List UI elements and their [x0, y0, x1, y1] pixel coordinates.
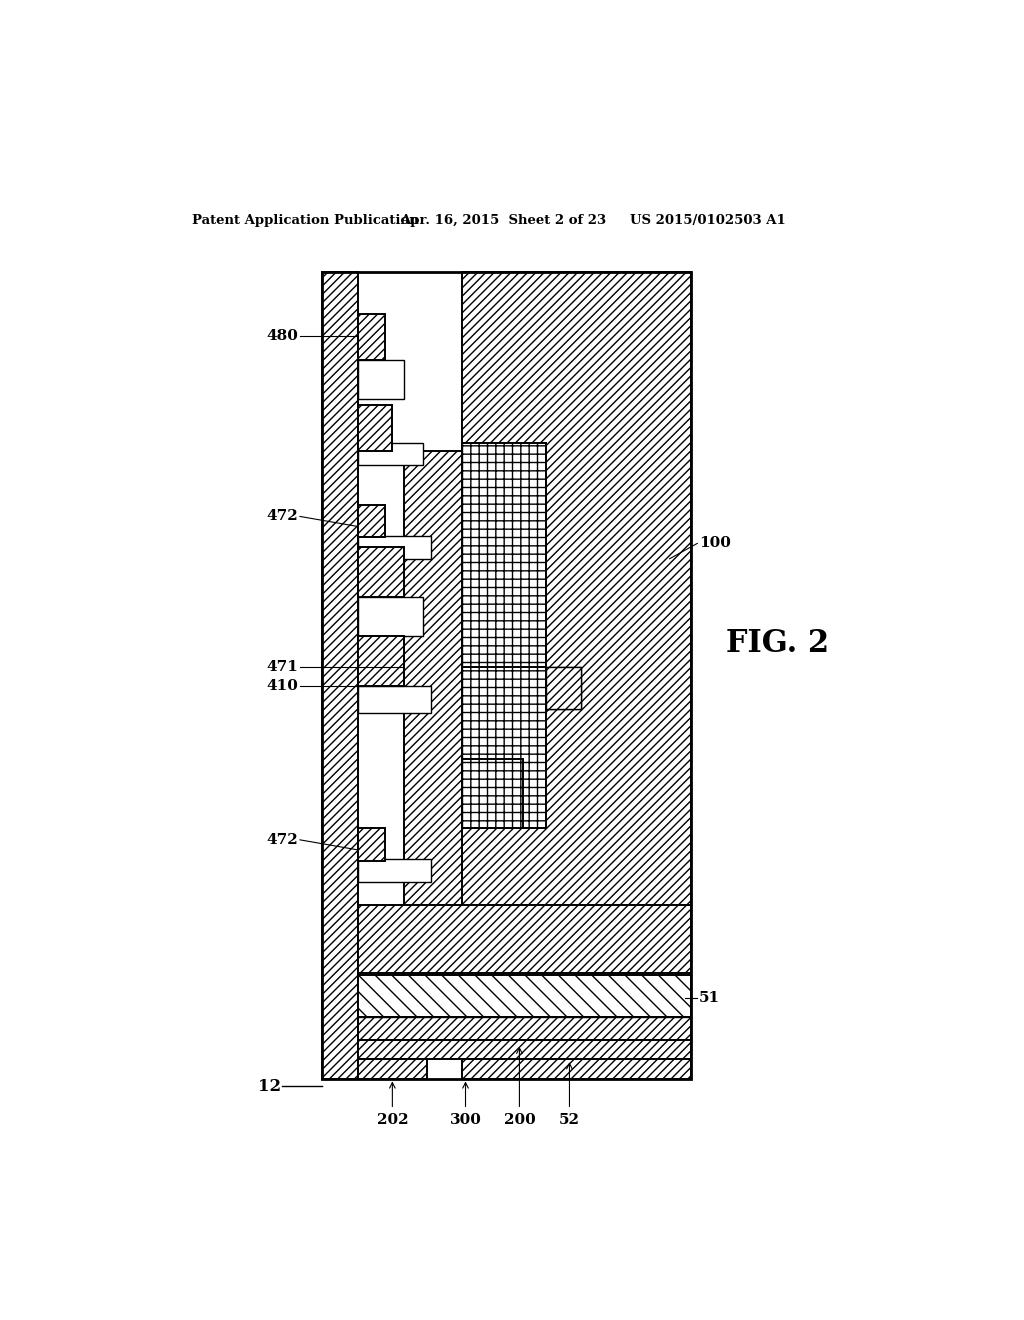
Bar — [357, 548, 403, 597]
Text: 300: 300 — [450, 1113, 481, 1127]
Bar — [357, 360, 403, 399]
Text: 472: 472 — [266, 510, 298, 524]
Text: 200: 200 — [504, 1113, 536, 1127]
Text: 480: 480 — [266, 329, 298, 342]
Bar — [357, 405, 392, 451]
Text: 472: 472 — [266, 833, 298, 847]
Text: Patent Application Publication: Patent Application Publication — [193, 214, 419, 227]
Text: 100: 100 — [698, 536, 731, 550]
Bar — [357, 636, 403, 686]
Bar — [357, 272, 462, 1078]
Bar — [357, 506, 385, 537]
Bar — [357, 974, 691, 1016]
Text: Apr. 16, 2015  Sheet 2 of 23: Apr. 16, 2015 Sheet 2 of 23 — [400, 214, 606, 227]
Bar — [462, 444, 547, 829]
Bar — [357, 1059, 427, 1078]
Bar — [322, 272, 357, 1078]
Bar — [357, 906, 691, 973]
Bar — [357, 859, 431, 882]
Text: 410: 410 — [266, 678, 298, 693]
Text: 12: 12 — [258, 1077, 281, 1094]
Bar — [357, 314, 385, 360]
Bar — [322, 272, 691, 1078]
Bar — [403, 451, 462, 974]
Bar — [357, 1040, 691, 1059]
Bar — [357, 1016, 691, 1040]
Bar — [462, 272, 691, 1078]
Bar — [357, 686, 431, 713]
Text: 471: 471 — [266, 660, 298, 673]
Text: 52: 52 — [559, 1113, 580, 1127]
Bar — [462, 759, 523, 829]
Bar — [357, 597, 423, 636]
Text: 202: 202 — [377, 1113, 409, 1127]
Bar — [462, 444, 547, 667]
Bar — [547, 667, 581, 709]
Bar — [357, 829, 385, 861]
Bar — [547, 667, 581, 709]
Text: 51: 51 — [698, 991, 720, 1005]
Text: FIG. 2: FIG. 2 — [726, 628, 828, 659]
Bar — [357, 444, 423, 465]
Bar — [357, 536, 431, 558]
Text: US 2015/0102503 A1: US 2015/0102503 A1 — [630, 214, 785, 227]
